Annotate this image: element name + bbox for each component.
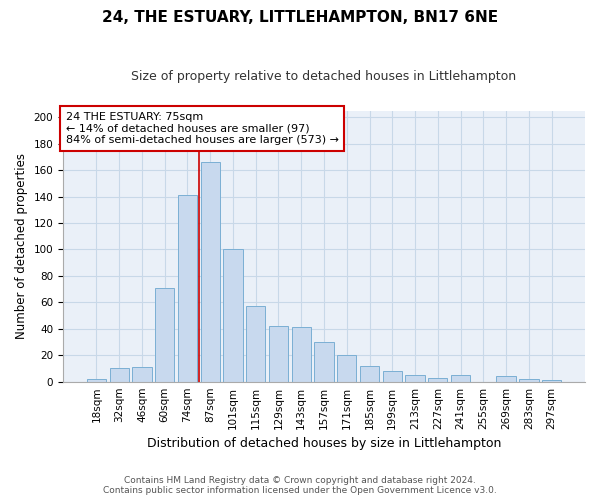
Bar: [292, 328, 311, 382]
Bar: [269, 326, 288, 382]
Y-axis label: Number of detached properties: Number of detached properties: [15, 153, 28, 339]
Bar: [110, 368, 129, 382]
Bar: [406, 375, 425, 382]
Bar: [496, 376, 516, 382]
Bar: [542, 380, 561, 382]
Bar: [87, 379, 106, 382]
Bar: [451, 375, 470, 382]
Bar: [314, 342, 334, 382]
Bar: [428, 378, 448, 382]
Bar: [200, 162, 220, 382]
Bar: [360, 366, 379, 382]
Text: 24 THE ESTUARY: 75sqm
← 14% of detached houses are smaller (97)
84% of semi-deta: 24 THE ESTUARY: 75sqm ← 14% of detached …: [65, 112, 338, 145]
Bar: [155, 288, 175, 382]
Bar: [519, 379, 539, 382]
Text: Contains HM Land Registry data © Crown copyright and database right 2024.
Contai: Contains HM Land Registry data © Crown c…: [103, 476, 497, 495]
X-axis label: Distribution of detached houses by size in Littlehampton: Distribution of detached houses by size …: [147, 437, 501, 450]
Bar: [246, 306, 265, 382]
Title: Size of property relative to detached houses in Littlehampton: Size of property relative to detached ho…: [131, 70, 517, 83]
Bar: [132, 367, 152, 382]
Bar: [223, 250, 242, 382]
Bar: [337, 355, 356, 382]
Text: 24, THE ESTUARY, LITTLEHAMPTON, BN17 6NE: 24, THE ESTUARY, LITTLEHAMPTON, BN17 6NE: [102, 10, 498, 25]
Bar: [383, 371, 402, 382]
Bar: [178, 195, 197, 382]
